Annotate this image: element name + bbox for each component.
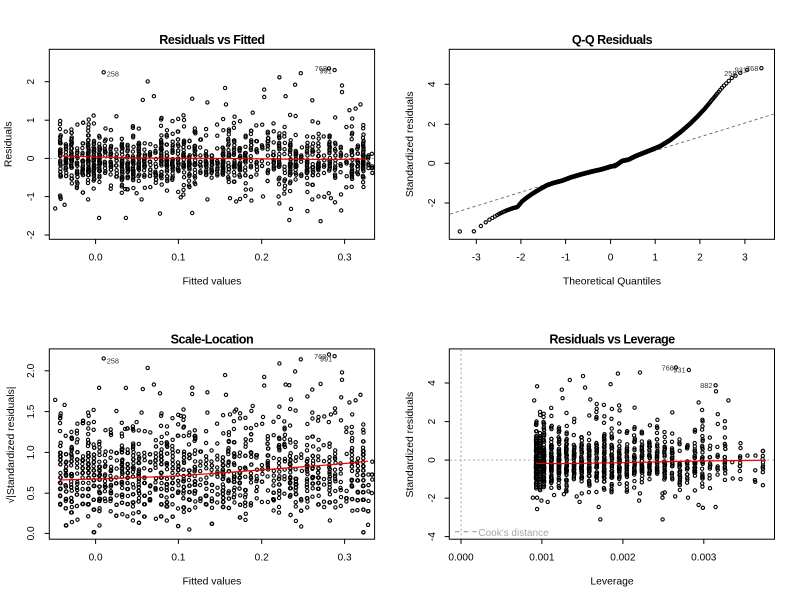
svg-text:768: 768 [315, 64, 327, 73]
svg-text:-1: -1 [561, 253, 570, 264]
svg-text:4: 4 [427, 380, 438, 386]
svg-text:2.0: 2.0 [26, 363, 37, 377]
svg-text:Leverage: Leverage [590, 576, 634, 587]
svg-text:√|Standardized residuals|: √|Standardized residuals| [5, 387, 17, 504]
svg-text:931: 931 [673, 365, 685, 374]
svg-text:0.0: 0.0 [89, 253, 103, 264]
svg-text:2: 2 [427, 418, 438, 424]
svg-text:3: 3 [742, 253, 748, 264]
svg-text:258: 258 [724, 69, 736, 78]
svg-text:Theoretical Quantiles: Theoretical Quantiles [563, 277, 661, 288]
svg-text:768: 768 [661, 363, 673, 372]
svg-text:0.000: 0.000 [448, 552, 474, 563]
svg-text:1.0: 1.0 [26, 445, 37, 459]
svg-text:-2: -2 [427, 493, 438, 502]
svg-text:1.5: 1.5 [26, 404, 37, 418]
svg-text:0: 0 [427, 457, 438, 463]
svg-text:Standardized residuals: Standardized residuals [405, 392, 416, 498]
svg-text:991: 991 [320, 354, 332, 363]
svg-text:0.001: 0.001 [529, 552, 555, 563]
svg-text:-2: -2 [516, 253, 525, 264]
svg-text:-3: -3 [472, 253, 481, 264]
svg-text:882: 882 [700, 381, 712, 390]
svg-text:2: 2 [427, 121, 438, 127]
svg-text:2: 2 [26, 79, 37, 85]
svg-text:Standardized residuals: Standardized residuals [405, 91, 416, 197]
svg-text:1: 1 [26, 117, 37, 123]
svg-text:0: 0 [608, 253, 614, 264]
svg-text:931: 931 [735, 65, 747, 74]
svg-text:258: 258 [107, 69, 119, 78]
svg-text:Residuals vs Fitted: Residuals vs Fitted [159, 33, 264, 47]
svg-text:0: 0 [26, 155, 37, 161]
svg-text:0.2: 0.2 [255, 552, 269, 563]
svg-text:Scale-Location: Scale-Location [171, 333, 254, 347]
svg-text:2: 2 [697, 253, 703, 264]
svg-text:-1: -1 [26, 192, 37, 201]
svg-text:768: 768 [746, 64, 758, 73]
svg-text:Residuals: Residuals [3, 121, 14, 167]
svg-text:-4: -4 [427, 532, 438, 541]
svg-text:-2: -2 [26, 230, 37, 239]
svg-text:0: 0 [427, 160, 438, 166]
svg-text:Fitted values: Fitted values [182, 576, 241, 587]
svg-text:Cook's distance: Cook's distance [478, 528, 549, 539]
svg-text:0.0: 0.0 [89, 552, 103, 563]
svg-text:0.5: 0.5 [26, 486, 37, 500]
svg-text:Residuals vs Leverage: Residuals vs Leverage [549, 333, 675, 347]
svg-text:0.003: 0.003 [691, 552, 717, 563]
svg-text:-2: -2 [427, 198, 438, 207]
svg-text:Fitted values: Fitted values [182, 277, 241, 288]
svg-text:0.002: 0.002 [610, 552, 636, 563]
svg-text:0.1: 0.1 [171, 253, 185, 264]
svg-text:Q-Q Residuals: Q-Q Residuals [572, 33, 653, 47]
svg-text:0.1: 0.1 [171, 552, 185, 563]
svg-text:4: 4 [427, 81, 438, 87]
svg-text:768: 768 [314, 352, 326, 361]
svg-text:991: 991 [320, 67, 332, 76]
svg-text:0.3: 0.3 [338, 552, 352, 563]
svg-text:1: 1 [652, 253, 658, 264]
svg-text:0.3: 0.3 [338, 253, 352, 264]
svg-text:258: 258 [107, 357, 119, 366]
svg-text:0.0: 0.0 [26, 526, 37, 540]
svg-text:0.2: 0.2 [255, 253, 269, 264]
